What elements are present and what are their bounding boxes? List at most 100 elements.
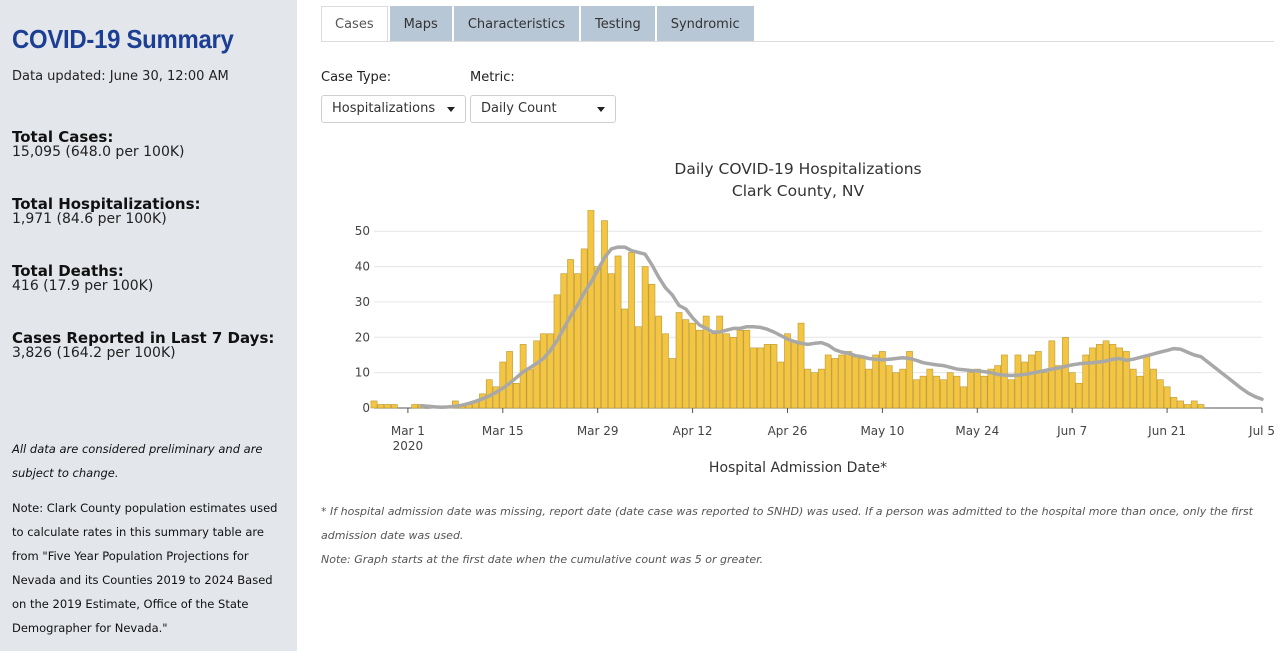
x-tick-label: Mar 29 xyxy=(577,424,619,438)
chart-bar xyxy=(1184,404,1191,409)
chart-bar xyxy=(574,273,581,409)
stat-label: Total Hospitalizations: xyxy=(12,195,201,213)
stat-total-cases: Total Cases: 15,095 (648.0 per 100K) xyxy=(12,130,185,160)
chart-bar xyxy=(621,308,629,409)
chart-bar xyxy=(1082,354,1090,409)
chart-bar xyxy=(967,372,974,409)
chart-bar xyxy=(1102,340,1110,409)
tab-testing[interactable]: Testing xyxy=(581,6,655,42)
chart-bar xyxy=(648,283,656,409)
chart-bar xyxy=(790,340,798,409)
admission-footnote: * If hospital admission date was missing… xyxy=(321,505,1253,542)
chart-bar xyxy=(1143,354,1151,409)
chart-y-axis: 0 10 20 30 40 50 xyxy=(355,224,370,415)
chart-bar xyxy=(1150,368,1157,409)
chart-bar xyxy=(601,220,608,409)
chart-bars xyxy=(370,210,1205,409)
chart-bar xyxy=(770,344,778,409)
case-type-value: Hospitalizations xyxy=(332,101,436,116)
chart-bar xyxy=(1001,354,1008,409)
chart-bar xyxy=(1021,361,1029,409)
x-tick-label: Apr 26 xyxy=(768,424,808,438)
chart-bar xyxy=(628,252,635,409)
chart-bar xyxy=(1089,347,1096,409)
chart-bar xyxy=(1123,351,1130,409)
chart-bar xyxy=(811,372,818,409)
chart-bar xyxy=(377,404,385,409)
x-tick-label: Mar 1 xyxy=(391,424,425,438)
chart-bar xyxy=(546,333,554,409)
x-tick-label: Jul 5 xyxy=(1248,424,1275,438)
y-tick-label: 30 xyxy=(355,295,370,309)
chart-bar xyxy=(750,347,757,409)
chart-bar xyxy=(763,344,771,409)
y-tick-label: 40 xyxy=(355,260,370,274)
chart-bar xyxy=(1170,397,1178,409)
case-type-select[interactable]: Hospitalizations xyxy=(321,95,466,123)
chart-bar xyxy=(946,372,954,409)
chart-bar xyxy=(540,333,547,409)
chart-bar xyxy=(689,322,696,409)
chart-bar xyxy=(696,329,703,409)
stat-total-deaths: Total Deaths: 416 (17.9 per 100K) xyxy=(12,264,153,294)
chevron-down-icon xyxy=(597,107,605,112)
chart-bar xyxy=(729,336,737,409)
chart-bar xyxy=(858,358,866,409)
start-footnote: Note: Graph starts at the first date whe… xyxy=(321,553,764,566)
chart-bar xyxy=(370,400,378,409)
tab-syndromic[interactable]: Syndromic xyxy=(656,6,754,42)
sidebar-title: COVID-19 Summary xyxy=(12,24,234,54)
chart-bar xyxy=(709,333,717,409)
chart-bar xyxy=(1136,375,1144,409)
stat-value: 3,826 (164.2 per 100K) xyxy=(12,345,176,361)
chart-bar xyxy=(906,351,913,409)
chart-bar xyxy=(892,372,900,409)
chart-bar xyxy=(980,375,988,409)
chart-bar xyxy=(1028,354,1035,409)
chart-bar xyxy=(940,379,947,409)
chart-bar xyxy=(994,365,1001,409)
chart-bar xyxy=(926,368,934,409)
chart-bar xyxy=(614,255,622,409)
chart-bar xyxy=(804,368,812,409)
stat-label: Cases Reported in Last 7 Days: xyxy=(12,329,275,347)
tab-cases[interactable]: Cases xyxy=(321,6,388,42)
chart-bar xyxy=(1095,344,1103,409)
chart-bar xyxy=(655,315,663,409)
tab-maps[interactable]: Maps xyxy=(389,6,452,42)
chart-bar xyxy=(1156,379,1164,409)
chart-bar xyxy=(1197,404,1205,409)
stat-label: Total Cases: xyxy=(12,128,114,146)
chart-bar xyxy=(553,294,561,409)
chart-bar xyxy=(635,326,642,409)
chart-bar xyxy=(899,368,907,409)
chart-bar xyxy=(1062,336,1069,409)
chart-bar xyxy=(987,368,995,409)
case-type-label: Case Type: xyxy=(321,70,392,85)
chart-bar xyxy=(831,358,839,409)
population-note: Note: Clark County population estimates … xyxy=(12,501,278,635)
chart-bar xyxy=(1075,382,1083,409)
chart-bar xyxy=(784,333,791,409)
chart-bar xyxy=(1007,379,1015,409)
chart-bar xyxy=(587,210,595,409)
chart-bar xyxy=(933,375,940,409)
chart-bar xyxy=(1034,351,1042,409)
y-tick-label: 0 xyxy=(362,401,370,415)
chart-bar xyxy=(641,266,649,409)
chart-bar xyxy=(662,333,669,409)
tab-bar: Cases Maps Characteristics Testing Syndr… xyxy=(321,6,756,42)
chart-bar xyxy=(1055,365,1062,409)
summary-sidebar: COVID-19 Summary Data updated: June 30, … xyxy=(0,0,297,651)
metric-select[interactable]: Daily Count xyxy=(470,95,616,123)
chart-bar xyxy=(865,368,873,409)
chart-bar xyxy=(1109,344,1117,409)
stat-total-hospitalizations: Total Hospitalizations: 1,971 (84.6 per … xyxy=(12,197,201,227)
chart-bar xyxy=(1163,386,1171,409)
chart-bar xyxy=(953,375,961,409)
chart-bar xyxy=(533,340,541,409)
tab-characteristics[interactable]: Characteristics xyxy=(453,6,580,42)
chart-bar xyxy=(824,354,832,409)
